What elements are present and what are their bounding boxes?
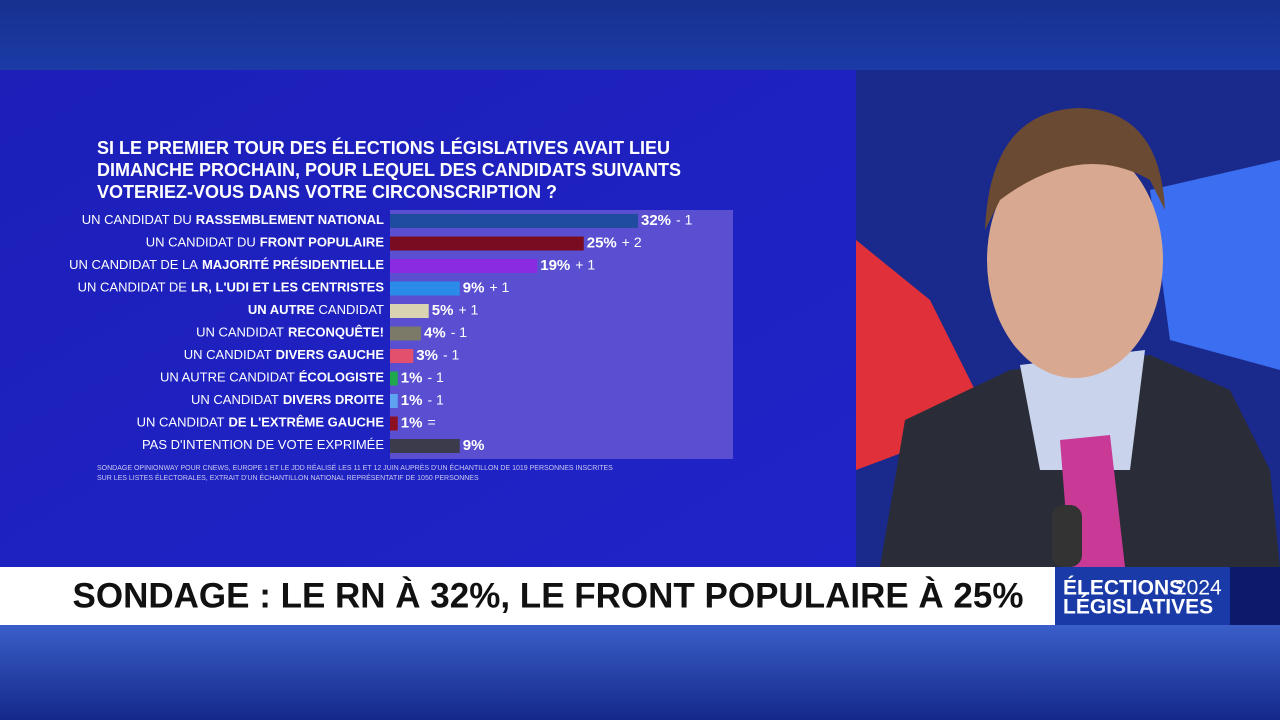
value-label: 25% [587,234,617,251]
source-note: SUR LES LISTES ÉLECTORALES, EXTRAIT D'UN… [97,473,479,482]
microphone [1052,505,1082,567]
category-label: UN CANDIDAT DE LR, L'UDI ET LES CENTRISTE… [78,280,385,295]
change-label: + 1 [575,257,595,273]
logo-line2: LÉGISLATIVES [1063,596,1213,619]
category-before: UN AUTRE CANDIDAT [160,370,295,385]
change-label: + 1 [489,279,509,295]
hair [985,108,1165,230]
category-before: UN CANDIDAT DU [146,235,256,250]
value-label: 5% [432,302,454,319]
head [987,142,1163,378]
chart-title: DIMANCHE PROCHAIN, POUR LEQUEL DES CANDI… [97,160,681,180]
bar [390,349,414,363]
category-before: UN CANDIDAT [184,347,272,362]
chart-title: SI LE PREMIER TOUR DES ÉLECTIONS LÉGISLA… [97,137,670,158]
change-label: + 2 [622,234,642,250]
bar [390,304,429,318]
bottom-band [0,625,1280,720]
value-label: 1% [401,369,423,386]
bar [390,394,398,408]
banner-bg [0,567,1055,625]
category-bold: RECONQUÊTE! [288,325,384,340]
bar [390,371,398,386]
category-bold: ÉCOLOGISTE [299,370,385,385]
bar [390,416,398,431]
change-label: - 1 [443,347,460,363]
category-bold: LR, L'UDI ET LES CENTRISTES [191,280,384,295]
bar [390,326,421,341]
studio-blue-panel [1150,160,1280,370]
value-label: 1% [401,414,423,431]
bar [390,236,584,251]
bar [390,439,460,453]
value-label: 4% [424,324,446,341]
shirt [1020,350,1145,470]
category-bold: DIVERS DROITE [283,392,384,407]
value-label: 9% [463,437,485,454]
category-label: UN CANDIDAT DE LA MAJORITÉ PRÉSIDENTIELLE [69,257,384,272]
chart: SI LE PREMIER TOUR DES ÉLECTIONS LÉGISLA… [69,137,692,482]
category-label: UN CANDIDAT DE L'EXTRÊME GAUCHE [137,415,385,430]
change-label: = [427,414,435,430]
category-after: CANDIDAT [319,302,385,317]
bar [390,214,638,228]
category-bold: DE L'EXTRÊME GAUCHE [229,415,385,430]
studio-image [856,70,1280,567]
category-label: UN CANDIDAT DU FRONT POPULAIRE [146,235,385,250]
change-label: - 1 [676,212,693,228]
category-label: UN CANDIDAT DIVERS GAUCHE [184,347,385,362]
logo-bg [1055,567,1230,625]
banner-text: SONDAGE : LE RN À 32%, LE FRONT POPULAIR… [73,575,1024,615]
category-label: UN CANDIDAT RECONQUÊTE! [196,325,384,340]
category-bold: UN AUTRE [248,302,315,317]
bar [390,281,460,296]
value-label: 1% [401,392,423,409]
change-label: - 1 [427,392,444,408]
change-label: - 1 [427,369,444,385]
category-before: UN CANDIDAT [196,325,284,340]
plot-area [390,210,733,459]
bar [390,259,538,273]
value-label: 3% [416,347,438,364]
category-label: UN CANDIDAT DIVERS DROITE [191,392,384,407]
category-bold: MAJORITÉ PRÉSIDENTIELLE [202,257,384,272]
top-band [0,0,1280,70]
value-label: 19% [540,257,570,274]
category-label: UN AUTRE CANDIDAT ÉCOLOGISTE [160,370,384,385]
category-label: PAS D'INTENTION DE VOTE EXPRIMÉE [142,437,384,452]
logo-year: 2024 [1175,577,1222,600]
source-note: SONDAGE OPINIONWAY POUR CNEWS, EUROPE 1 … [97,463,613,472]
chart-title: VOTERIEZ-VOUS DANS VOTRE CIRCONSCRIPTION… [97,182,557,202]
category-bold: DIVERS GAUCHE [276,347,385,362]
value-label: 32% [641,212,671,229]
category-before: UN CANDIDAT [137,415,225,430]
category-label: UN CANDIDAT DU RASSEMBLEMENT NATIONAL [82,212,384,227]
value-label: 9% [463,279,485,296]
category-before: PAS D'INTENTION DE VOTE EXPRIMÉE [142,437,384,452]
category-before: UN CANDIDAT DU [82,212,192,227]
category-bold: FRONT POPULAIRE [260,235,385,250]
category-before: UN CANDIDAT DE [78,280,188,295]
category-before: UN CANDIDAT [191,392,279,407]
logo-line1: ÉLECTIONS [1063,577,1183,600]
category-before: UN CANDIDAT DE LA [69,257,198,272]
change-label: - 1 [451,324,468,340]
category-label: UN AUTRE CANDIDAT [248,302,384,317]
change-label: + 1 [458,302,478,318]
category-bold: RASSEMBLEMENT NATIONAL [196,212,384,227]
